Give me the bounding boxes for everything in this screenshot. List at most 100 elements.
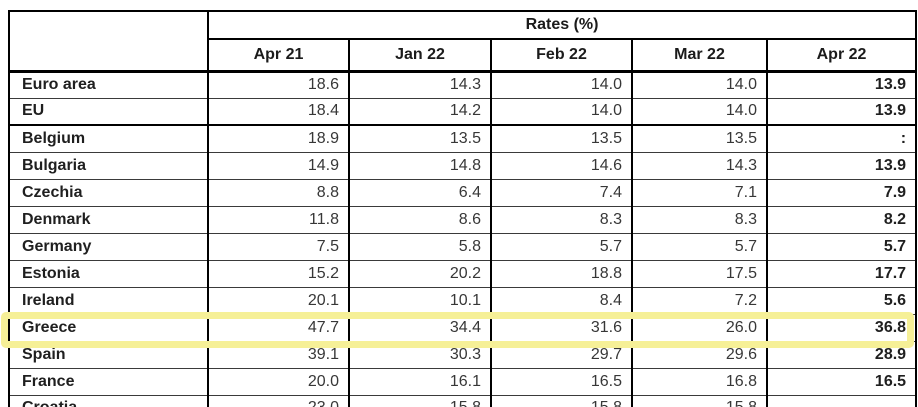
row-label: Euro area: [9, 71, 208, 99]
row-label: Ireland: [9, 287, 208, 315]
cell: 29.6: [631, 341, 767, 369]
row-label: Croatia: [9, 395, 208, 407]
cell: 15.2: [207, 260, 349, 288]
cell: 8.3: [490, 206, 632, 234]
table-row: Ireland 20.1 10.1 8.4 7.2 5.6: [9, 287, 917, 315]
cell: 13.5: [631, 125, 767, 153]
cell: 30.3: [348, 341, 491, 369]
cell: 20.0: [207, 368, 349, 396]
cell: 18.9: [207, 125, 349, 153]
cell: 16.5: [765, 368, 917, 396]
corner-cell: [9, 11, 209, 73]
cell: 36.8: [765, 314, 917, 342]
cell: 8.8: [207, 179, 349, 207]
cell: 16.5: [490, 368, 632, 396]
cell: 5.7: [631, 233, 767, 261]
cell: 18.8: [490, 260, 632, 288]
cell: 14.2: [348, 98, 491, 126]
cell: 7.9: [765, 179, 917, 207]
cell: 5.7: [490, 233, 632, 261]
cell: 7.1: [631, 179, 767, 207]
table-row: Denmark 11.8 8.6 8.3 8.3 8.2: [9, 206, 917, 234]
row-label: Denmark: [9, 206, 208, 234]
column-header-feb22: Feb 22: [490, 39, 632, 73]
cell: 31.6: [490, 314, 632, 342]
cell: 14.3: [348, 71, 491, 99]
cell: :: [765, 125, 917, 153]
cell: 11.8: [207, 206, 349, 234]
table-row: Croatia 23.0 15.8 15.8 15.8: [9, 395, 917, 407]
table-row: EU 18.4 14.2 14.0 14.0 13.9: [9, 98, 917, 126]
cell: 8.2: [765, 206, 917, 234]
column-header-row: Apr 21 Jan 22 Feb 22 Mar 22 Apr 22: [9, 39, 917, 73]
row-label: Spain: [9, 341, 208, 369]
cell: 18.6: [207, 71, 349, 99]
row-label: Germany: [9, 233, 208, 261]
cell: 7.2: [631, 287, 767, 315]
row-label: Bulgaria: [9, 152, 208, 180]
cell: 14.6: [490, 152, 632, 180]
table-row: France 20.0 16.1 16.5 16.8 16.5: [9, 368, 917, 396]
row-label: Estonia: [9, 260, 208, 288]
column-header-apr22: Apr 22: [765, 39, 917, 73]
column-header-mar22: Mar 22: [631, 39, 767, 73]
cell: 10.1: [348, 287, 491, 315]
cell: 6.4: [348, 179, 491, 207]
cell: 29.7: [490, 341, 632, 369]
column-header-jan22: Jan 22: [348, 39, 491, 73]
table-row: Czechia 8.8 6.4 7.4 7.1 7.9: [9, 179, 917, 207]
cell: 15.8: [631, 395, 767, 407]
cell: 28.9: [765, 341, 917, 369]
cell: 18.4: [207, 98, 349, 126]
group-header-row: Rates (%): [9, 11, 917, 73]
cell: 13.5: [348, 125, 491, 153]
table-row: Greece 47.7 34.4 31.6 26.0 36.8: [9, 314, 917, 342]
table-row: Germany 7.5 5.8 5.7 5.7 5.7: [9, 233, 917, 261]
row-label: Belgium: [9, 125, 208, 153]
cell: 14.0: [631, 71, 767, 99]
cell: 13.9: [765, 152, 917, 180]
cell: 8.6: [348, 206, 491, 234]
cell: 14.9: [207, 152, 349, 180]
cell: 14.0: [490, 98, 632, 126]
cell: 34.4: [348, 314, 491, 342]
table-row: Euro area 18.6 14.3 14.0 14.0 13.9: [9, 71, 917, 99]
cell: 13.9: [765, 71, 917, 99]
cell: 23.0: [207, 395, 349, 407]
row-label: EU: [9, 98, 208, 126]
cell: 5.6: [765, 287, 917, 315]
group-header: Rates (%): [208, 11, 917, 40]
cell: 16.8: [631, 368, 767, 396]
cell: 47.7: [207, 314, 349, 342]
column-header-apr21: Apr 21: [207, 39, 349, 73]
cell: 14.3: [631, 152, 767, 180]
cell: 14.8: [348, 152, 491, 180]
cell: 5.7: [765, 233, 917, 261]
cell: 13.5: [490, 125, 632, 153]
cell: 7.4: [490, 179, 632, 207]
cell: 15.8: [348, 395, 491, 407]
cell: 5.8: [348, 233, 491, 261]
table-row: Estonia 15.2 20.2 18.8 17.5 17.7: [9, 260, 917, 288]
row-label: France: [9, 368, 208, 396]
cell: [765, 395, 917, 407]
cell: 14.0: [490, 71, 632, 99]
table-row: Belgium 18.9 13.5 13.5 13.5 :: [9, 125, 917, 153]
cell: 8.4: [490, 287, 632, 315]
cell: 13.9: [765, 98, 917, 126]
cell: 17.5: [631, 260, 767, 288]
cell: 7.5: [207, 233, 349, 261]
cell: 8.3: [631, 206, 767, 234]
cell: 20.1: [207, 287, 349, 315]
cell: 20.2: [348, 260, 491, 288]
row-label: Greece: [9, 314, 208, 342]
table-row: Spain 39.1 30.3 29.7 29.6 28.9: [9, 341, 917, 369]
cell: 39.1: [207, 341, 349, 369]
table-row: Bulgaria 14.9 14.8 14.6 14.3 13.9: [9, 152, 917, 180]
row-label: Czechia: [9, 179, 208, 207]
table-body: Euro area 18.6 14.3 14.0 14.0 13.9 EU 18…: [9, 71, 917, 407]
cell: 16.1: [348, 368, 491, 396]
rates-table: Rates (%) Apr 21 Jan 22 Feb 22 Mar 22 Ap…: [8, 10, 918, 407]
cell: 15.8: [490, 395, 632, 407]
